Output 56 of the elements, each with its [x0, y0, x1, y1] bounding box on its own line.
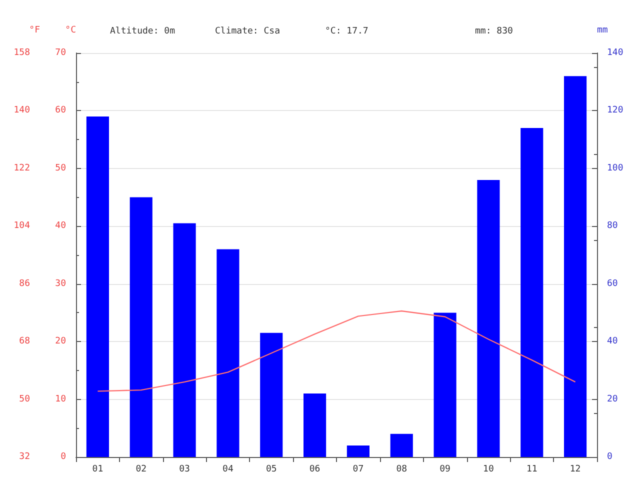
- y-tick-label: 20: [55, 336, 66, 347]
- x-tick-label: 06: [309, 464, 320, 474]
- y-tick-label: 50: [55, 163, 66, 174]
- y2-tick-label: 80: [607, 221, 618, 232]
- bar: [434, 312, 456, 457]
- y-tick-label: 0: [60, 452, 66, 462]
- x-tick-label: 12: [570, 464, 581, 474]
- y-tick-label: 30: [55, 278, 66, 289]
- line-series: [97, 310, 576, 392]
- y3-tick-label: 68: [19, 336, 30, 347]
- y2-tick-label: 60: [607, 278, 618, 289]
- bar: [346, 445, 370, 457]
- x-tick-label: 01: [92, 464, 104, 474]
- y-tick-label: 10: [55, 394, 66, 404]
- y3-tick-label: 140: [14, 106, 30, 116]
- y2-tick-label: 100: [607, 163, 624, 174]
- y2-tick-label: 120: [607, 106, 624, 116]
- y3-tick-label: 122: [14, 163, 30, 174]
- y2-tick-label: 140: [607, 48, 624, 58]
- text: mm: 830: [475, 26, 513, 36]
- bar: [520, 128, 544, 457]
- y-tick-label: 70: [55, 48, 66, 58]
- y3-tick-label: 158: [14, 48, 30, 58]
- x-tick-label: 04: [222, 464, 234, 474]
- bar: [86, 116, 109, 457]
- y3-tick-label: 86: [19, 278, 30, 289]
- x-tick-label: 11: [526, 464, 538, 474]
- y-axis-title: °C: [65, 26, 76, 36]
- y2-tick-label: 40: [607, 336, 618, 347]
- y2-tick-label: 20: [607, 394, 618, 404]
- y3-axis-title: °F: [29, 26, 40, 36]
- text: Altitude: 0m: [110, 26, 176, 36]
- bar: [216, 249, 240, 457]
- y-tick-label: 40: [55, 221, 66, 232]
- y2-tick-label: 0: [607, 452, 612, 462]
- y3-tick-label: 104: [14, 221, 30, 232]
- bar: [390, 434, 413, 457]
- bar: [564, 76, 587, 457]
- x-tick-label: 02: [136, 464, 147, 474]
- x-tick-label: 05: [266, 464, 277, 474]
- x-tick-label: 08: [396, 464, 408, 474]
- bar: [260, 332, 283, 457]
- y2-axis-title: mm: [597, 26, 608, 36]
- x-tick-label: 03: [179, 464, 190, 474]
- y3-tick-label: 50: [19, 394, 30, 404]
- bar: [477, 180, 500, 457]
- bar: [173, 223, 196, 457]
- y3-tick-label: 32: [19, 452, 30, 462]
- bar: [130, 197, 152, 457]
- y-tick-label: 60: [55, 106, 66, 116]
- x-tick-label: 10: [483, 464, 494, 474]
- x-tick-label: 07: [352, 464, 364, 474]
- bar: [304, 394, 326, 457]
- text: °C: 17.7: [325, 26, 368, 36]
- x-tick-label: 09: [440, 464, 450, 474]
- text: Climate: Csa: [215, 26, 280, 36]
